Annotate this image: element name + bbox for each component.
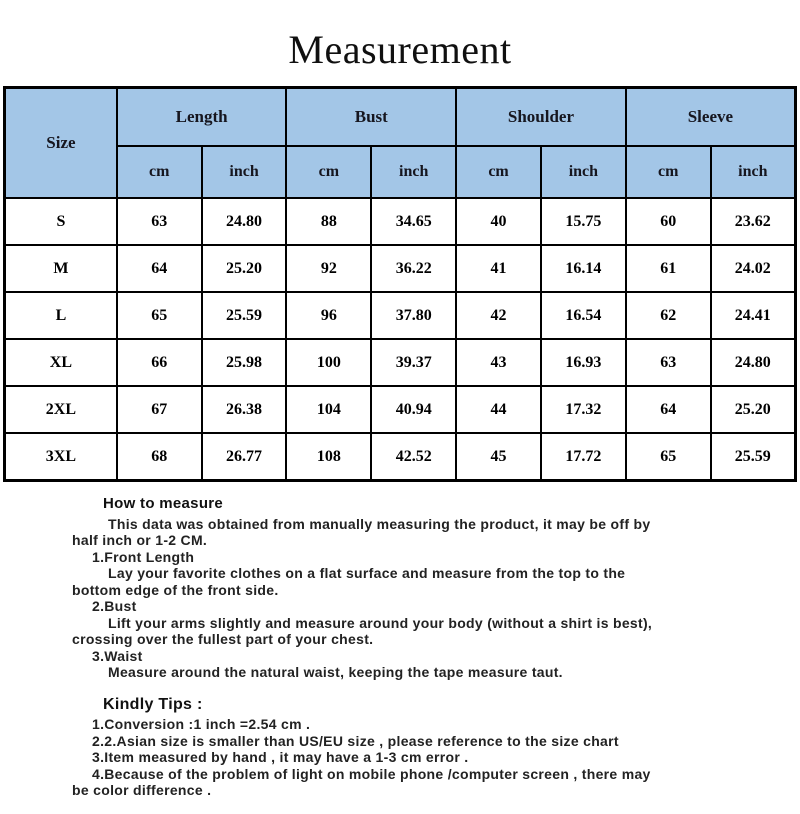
value-cell: 96 bbox=[285, 291, 373, 340]
kindly-tips-line: 4.Because of the problem of light on mob… bbox=[92, 765, 651, 782]
table-row-l: L 65 25.59 96 37.80 42 16.54 62 24.41 bbox=[3, 291, 797, 340]
kindly-tips-line: 2.2.Asian size is smaller than US/EU siz… bbox=[92, 732, 619, 749]
value-cell: 44 bbox=[455, 385, 542, 434]
value-cell: 25.59 bbox=[709, 432, 797, 482]
value-cell: 63 bbox=[115, 197, 203, 246]
how-to-measure-line: Lay your favorite clothes on a flat surf… bbox=[108, 565, 626, 581]
value-cell: 25.59 bbox=[200, 291, 288, 340]
table-row-3xl: 3XL 68 26.77 108 42.52 45 17.72 65 25.59 bbox=[3, 432, 797, 482]
value-cell: 34.65 bbox=[370, 197, 458, 246]
value-cell: 24.41 bbox=[709, 291, 797, 340]
size-cell: M bbox=[3, 244, 118, 293]
table-group-header-row: Size Length Bust Shoulder Sleeve bbox=[3, 86, 797, 199]
how-to-measure-line: Lift your arms slightly and measure arou… bbox=[108, 614, 653, 631]
value-cell: 42.52 bbox=[370, 432, 458, 482]
page-title: Measurement bbox=[288, 27, 512, 72]
kindly-tips-heading: Kindly Tips : bbox=[103, 695, 203, 713]
size-cell: 2XL bbox=[3, 385, 118, 434]
value-cell: 100 bbox=[285, 338, 373, 387]
kindly-tips-line: 1.Conversion :1 inch =2.54 cm . bbox=[92, 716, 311, 732]
value-cell: 41 bbox=[455, 244, 542, 293]
size-chart-table: Size Length Bust Shoulder Sleeve cm inch… bbox=[3, 86, 797, 482]
value-cell: 36.22 bbox=[370, 244, 458, 293]
value-cell: 104 bbox=[285, 385, 373, 434]
unit-header-bust-cm: cm bbox=[285, 145, 373, 199]
unit-header-length-inch: inch bbox=[200, 145, 288, 199]
value-cell: 40 bbox=[455, 197, 542, 246]
kindly-tips-line: be color difference . bbox=[72, 782, 212, 798]
value-cell: 67 bbox=[115, 385, 203, 434]
value-cell: 16.14 bbox=[539, 244, 627, 293]
value-cell: 63 bbox=[624, 338, 712, 387]
value-cell: 24.80 bbox=[709, 338, 797, 387]
group-header-bust: Bust bbox=[285, 86, 458, 147]
value-cell: 26.38 bbox=[200, 385, 288, 434]
value-cell: 25.20 bbox=[709, 385, 797, 434]
how-to-measure-line: 2.Bust bbox=[92, 598, 137, 614]
size-cell: S bbox=[3, 197, 118, 246]
value-cell: 88 bbox=[285, 197, 373, 246]
size-cell: L bbox=[3, 291, 118, 340]
group-header-length: Length bbox=[115, 86, 288, 147]
value-cell: 68 bbox=[115, 432, 203, 482]
value-cell: 92 bbox=[285, 244, 373, 293]
value-cell: 16.93 bbox=[539, 338, 627, 387]
value-cell: 65 bbox=[624, 432, 712, 482]
unit-header-shoulder-inch: inch bbox=[539, 145, 627, 199]
value-cell: 108 bbox=[285, 432, 373, 482]
value-cell: 26.77 bbox=[200, 432, 288, 482]
corner-header-size: Size bbox=[3, 86, 118, 199]
table-row-xl: XL 66 25.98 100 39.37 43 16.93 63 24.80 bbox=[3, 338, 797, 387]
kindly-tips-line: 3.Item measured by hand , it may have a … bbox=[92, 749, 469, 765]
size-chart-container: Size Length Bust Shoulder Sleeve cm inch… bbox=[0, 86, 800, 482]
notes-section: How to measure This data was obtained fr… bbox=[0, 482, 800, 799]
value-cell: 45 bbox=[455, 432, 542, 482]
how-to-measure-line: 3.Waist bbox=[92, 647, 143, 664]
value-cell: 16.54 bbox=[539, 291, 627, 340]
how-to-measure-line: Measure around the natural waist, keepin… bbox=[108, 664, 563, 680]
value-cell: 62 bbox=[624, 291, 712, 340]
table-row-s: S 63 24.80 88 34.65 40 15.75 60 23.62 bbox=[3, 197, 797, 246]
size-cell: XL bbox=[3, 338, 118, 387]
value-cell: 39.37 bbox=[370, 338, 458, 387]
value-cell: 37.80 bbox=[370, 291, 458, 340]
value-cell: 64 bbox=[115, 244, 203, 293]
how-to-measure-line: half inch or 1-2 CM. bbox=[72, 532, 208, 548]
value-cell: 23.62 bbox=[709, 197, 797, 246]
table-row-2xl: 2XL 67 26.38 104 40.94 44 17.32 64 25.20 bbox=[3, 385, 797, 434]
how-to-measure-heading: How to measure bbox=[103, 495, 224, 512]
value-cell: 40.94 bbox=[370, 385, 458, 434]
value-cell: 66 bbox=[115, 338, 203, 387]
unit-header-length-cm: cm bbox=[115, 145, 203, 199]
value-cell: 24.02 bbox=[709, 244, 797, 293]
how-to-measure-line: bottom edge of the front side. bbox=[72, 581, 279, 598]
value-cell: 15.75 bbox=[539, 197, 627, 246]
unit-header-sleeve-cm: cm bbox=[624, 145, 712, 199]
value-cell: 17.32 bbox=[539, 385, 627, 434]
table-unit-header-row: cm inch cm inch cm inch cm inch bbox=[5, 145, 797, 199]
value-cell: 61 bbox=[624, 244, 712, 293]
value-cell: 65 bbox=[115, 291, 203, 340]
value-cell: 43 bbox=[455, 338, 542, 387]
unit-header-shoulder-cm: cm bbox=[455, 145, 542, 199]
value-cell: 64 bbox=[624, 385, 712, 434]
value-cell: 17.72 bbox=[539, 432, 627, 482]
table-row-m: M 64 25.20 92 36.22 41 16.14 61 24.02 bbox=[3, 244, 797, 293]
value-cell: 25.20 bbox=[200, 244, 288, 293]
group-header-shoulder: Shoulder bbox=[455, 86, 627, 147]
unit-header-bust-inch: inch bbox=[370, 145, 458, 199]
value-cell: 25.98 bbox=[200, 338, 288, 387]
size-cell: 3XL bbox=[3, 432, 118, 482]
value-cell: 60 bbox=[624, 197, 712, 246]
how-to-measure-line: 1.Front Length bbox=[92, 548, 195, 565]
group-header-sleeve: Sleeve bbox=[624, 86, 797, 147]
value-cell: 42 bbox=[455, 291, 542, 340]
unit-header-sleeve-inch: inch bbox=[709, 145, 797, 199]
how-to-measure-line: crossing over the fullest part of your c… bbox=[72, 631, 374, 647]
how-to-measure-line: This data was obtained from manually mea… bbox=[108, 515, 651, 532]
value-cell: 24.80 bbox=[200, 197, 288, 246]
